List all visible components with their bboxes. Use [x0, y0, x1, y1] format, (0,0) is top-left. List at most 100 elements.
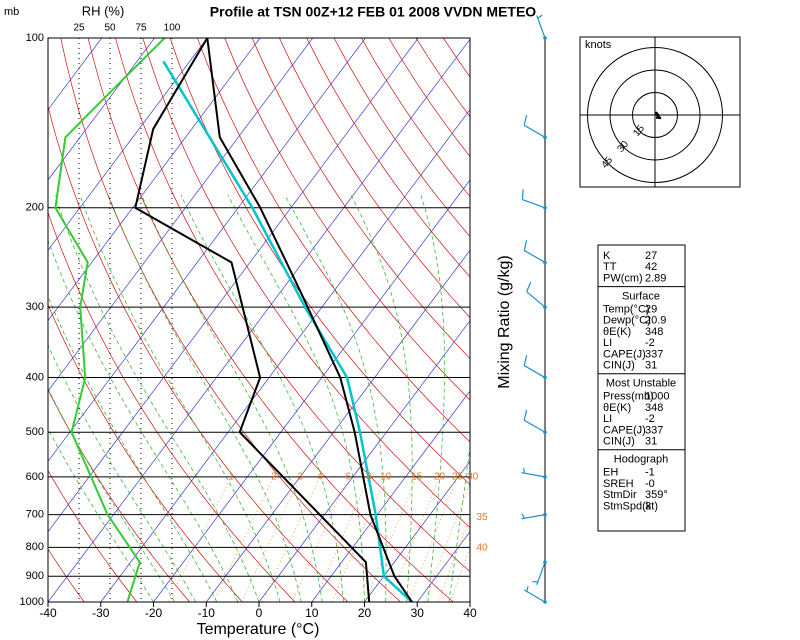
isotherm [311, 390, 470, 602]
wind-barb-base [543, 375, 547, 380]
rh-axis-label: RH (%) [82, 3, 125, 18]
wind-barb [523, 355, 546, 379]
mixing-ratio-label: 2 [271, 472, 277, 483]
index-label: Press(mb) [603, 391, 654, 403]
isotherm [258, 320, 470, 602]
moist-adiabat [180, 195, 344, 602]
moist-adiabat [350, 195, 413, 602]
dry-adiabat [169, 38, 470, 485]
index-value: -1 [645, 467, 655, 479]
rh-tick-label: 75 [135, 23, 147, 34]
dry-adiabat [224, 38, 470, 401]
y-tick-label: 1000 [20, 596, 44, 608]
index-value: 2.89 [645, 272, 666, 284]
wind-barb-base [543, 430, 547, 435]
mixing-ratio-line [241, 476, 301, 602]
index-label: EH [603, 467, 618, 479]
index-value: 359° [645, 489, 668, 501]
wind-barb [523, 115, 546, 138]
mixing-ratio-line [314, 476, 370, 602]
index-value: 27 [645, 250, 657, 262]
wind-barb-base [543, 36, 547, 40]
index-label: Temp(°C) [603, 304, 650, 316]
indices-box [597, 244, 686, 532]
wind-barb-base [543, 475, 547, 479]
moist-adiabat [48, 344, 197, 602]
index-section-title: Hodograph [614, 454, 668, 466]
mixing-ratio-label: 15 [411, 472, 423, 483]
wind-barb [523, 409, 546, 433]
index-value: 31 [645, 360, 657, 372]
wind-barb-base [543, 512, 547, 517]
mixing-ratio-label: 8 [366, 472, 372, 483]
dry-adiabat [48, 303, 243, 602]
wind-barb-base [543, 560, 547, 564]
wind-barb [523, 240, 546, 263]
isotherm [48, 38, 208, 251]
index-label: LI [603, 337, 612, 349]
index-value: 42 [645, 261, 657, 273]
x-tick-label: -40 [39, 606, 57, 620]
mixing-ratio-label: 3 [298, 472, 304, 483]
rh-line [54, 38, 166, 602]
wind-barb-base [543, 305, 547, 309]
moist-adiabat [48, 239, 239, 602]
index-label: StmSpd(kt) [603, 500, 658, 512]
isotherm [364, 460, 470, 602]
index-label: LI [603, 413, 612, 425]
index-section-title: Surface [622, 291, 660, 303]
x-axis-label: Temperature (°C) [197, 621, 320, 638]
x-tick-label: 10 [305, 606, 319, 620]
y-tick-label: 800 [26, 541, 44, 553]
dry-adiabat [48, 469, 138, 602]
wind-barb [521, 513, 546, 520]
dry-adiabat [197, 38, 470, 443]
traces [54, 38, 413, 602]
index-value: 337 [645, 424, 663, 436]
moist-adiabat [227, 195, 365, 602]
y-tick-label: 200 [26, 202, 44, 214]
x-tick-label: -30 [92, 606, 110, 620]
parcel-line [162, 60, 413, 602]
mixing-ratio-label: 6 [345, 472, 351, 483]
x-tick-label: 20 [358, 606, 372, 620]
isotherm [48, 38, 314, 392]
mixing-ratio-line [261, 476, 321, 602]
mixing-ratio-label: 35 [476, 512, 488, 523]
index-label: θE(K) [603, 402, 631, 414]
moist-adiabat [284, 195, 387, 602]
index-label: K [603, 250, 611, 262]
dry-adiabat [48, 548, 85, 602]
wind-barb-base [543, 260, 547, 265]
index-value: -2 [645, 413, 655, 425]
moist-adiabat [420, 195, 445, 602]
index-value: 29 [645, 304, 657, 316]
y-tick-label: 300 [26, 301, 44, 313]
x-tick-label: 0 [256, 606, 263, 620]
hodograph-ring [609, 69, 701, 161]
hodograph-label: knots [585, 39, 612, 51]
mixing-ratio-label: 1 [228, 472, 234, 483]
x-tick-label: 30 [411, 606, 425, 620]
wind-barb [521, 467, 546, 478]
index-value: -0 [645, 478, 655, 490]
hodograph-ring [632, 92, 678, 138]
index-label: θE(K) [603, 326, 631, 338]
mixing-ratio-label: 30 [467, 472, 479, 483]
isotherm [48, 38, 470, 602]
index-value: 348 [645, 326, 663, 338]
wind-barb [532, 561, 546, 585]
x-tick-label: -20 [145, 606, 163, 620]
mixing-ratio-line [168, 476, 232, 602]
index-label: TT [603, 261, 617, 273]
index-label: PW(cm) [603, 272, 643, 284]
dry-adiabat [48, 388, 190, 602]
isotherm [48, 38, 155, 181]
dry-adiabat [48, 104, 349, 602]
wind-barb [523, 586, 546, 603]
mixing-ratio-label: 4 [317, 472, 323, 483]
wind-barb [536, 14, 546, 39]
temperature-line [206, 38, 413, 602]
wind-barb-base [543, 600, 547, 604]
